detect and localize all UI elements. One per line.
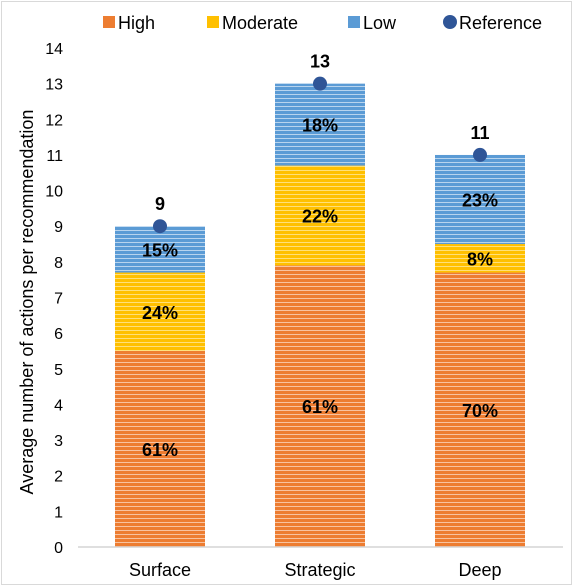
y-tick-label: 1 [54,504,63,521]
legend-swatch-high [103,16,115,28]
y-tick-label: 2 [54,469,63,486]
y-tick-label: 7 [54,291,63,308]
bar-segment-high-strategic [275,265,365,547]
y-tick-label: 0 [54,540,63,557]
total-label-surface: 9 [155,194,165,214]
bar-segment-low-surface [115,226,205,273]
x-tick-label: Deep [458,560,501,580]
bar-segment-moderate-strategic [275,165,365,266]
reference-point-deep [473,147,487,162]
x-tick-label: Surface [129,560,191,580]
bar-segment-high-deep [435,272,525,547]
y-tick-label: 8 [54,255,63,272]
data-label-high-strategic: 61% [302,397,338,417]
legend-swatch-reference [443,15,457,29]
y-tick-label: 5 [54,362,63,379]
legend-label-reference: Reference [459,13,542,33]
legend: High Moderate Low Reference [103,13,542,33]
y-tick-label: 12 [45,112,63,129]
data-label-high-deep: 70% [462,401,498,421]
reference-point-surface [153,219,167,234]
data-label-moderate-strategic: 22% [302,207,338,227]
total-label-deep: 11 [470,123,489,143]
x-tick-label: Strategic [284,560,355,580]
bars: 61% 24% 15% 9 61% 22% 18% 13 70% 8% 23% 11 [115,52,525,547]
y-tick-label: 9 [54,219,63,236]
data-label-low-deep: 23% [462,190,498,210]
x-axis: Surface Strategic Deep [78,546,563,580]
legend-label-low: Low [363,13,397,33]
legend-label-moderate: Moderate [222,13,298,33]
bar-segment-high-surface [115,350,205,547]
y-tick-label: 14 [45,41,63,58]
bar-segment-low-strategic [275,83,365,166]
data-label-moderate-surface: 24% [142,303,178,323]
reference-point-strategic [313,76,327,91]
y-axis-label: Average number of actions per recommenda… [17,110,37,495]
y-tick-label: 4 [54,397,63,414]
legend-swatch-moderate [207,16,219,28]
y-tick-label: 11 [46,148,63,165]
y-tick-label: 6 [54,326,63,343]
legend-label-high: High [118,13,155,33]
legend-swatch-low [348,16,360,28]
bar-segment-moderate-surface [115,272,205,351]
data-label-low-surface: 15% [142,240,178,260]
y-tick-label: 3 [54,433,63,450]
y-tick-label: 13 [45,77,63,94]
data-label-moderate-deep: 8% [467,249,493,269]
data-label-high-surface: 61% [142,440,178,460]
data-label-low-strategic: 18% [302,116,338,136]
bar-segment-low-deep [435,154,525,245]
bar-segment-moderate-deep [435,244,525,273]
total-label-strategic: 13 [310,52,330,72]
y-tick-label: 10 [45,184,63,201]
